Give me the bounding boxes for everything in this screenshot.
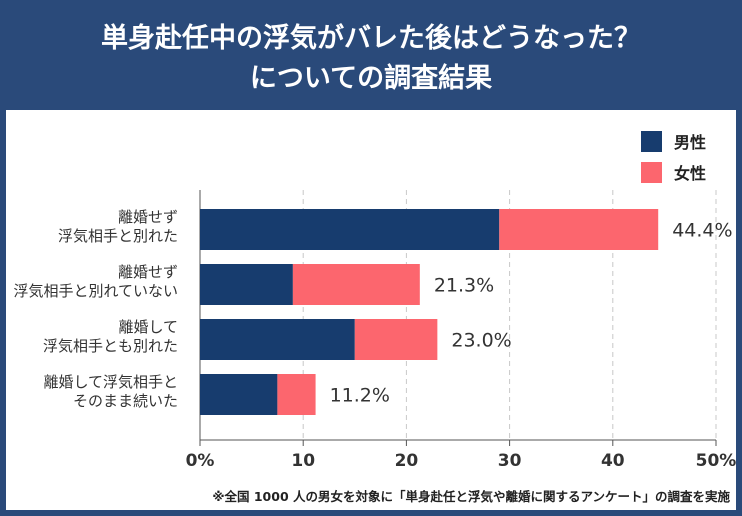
category-label: 離婚せず [118, 263, 178, 281]
category-label: 浮気相手とも別れた [43, 337, 178, 355]
legend-swatch [641, 162, 662, 183]
x-tick-label: 20 [395, 451, 419, 471]
legend-label: 女性 [674, 164, 706, 183]
legend-swatch [641, 131, 662, 152]
footnote: ※全国 1000 人の男女を対象に「単身赴任と浮気や離婚に関するアンケート」の調… [212, 489, 730, 504]
bar-female [499, 209, 659, 250]
category-label: 浮気相手と別れていない [13, 282, 178, 300]
bar-female [277, 374, 316, 415]
x-tick-label: 40 [601, 451, 625, 471]
bar-female [354, 319, 438, 360]
category-label: 浮気相手と別れた [58, 227, 178, 245]
title-line-1: 単身赴任中の浮気がバレた後はどうなった？ [101, 23, 641, 54]
bar-female [292, 264, 420, 305]
bar-male [200, 319, 355, 360]
data-label: 21.3% [434, 275, 494, 297]
data-label: 11.2% [330, 385, 390, 407]
data-label: 44.4% [672, 220, 732, 242]
category-label: そのまま続いた [73, 392, 178, 410]
x-tick-label: 10 [291, 451, 315, 471]
bar-male [200, 374, 278, 415]
x-tick-label: 30 [498, 451, 522, 471]
legend-label: 男性 [674, 133, 706, 152]
category-label: 離婚して [118, 318, 178, 336]
data-label: 23.0% [451, 330, 511, 352]
header-banner: 単身赴任中の浮気がバレた後はどうなった？ についての調査結果 [0, 0, 742, 110]
title-line-2: についての調査結果 [249, 63, 493, 94]
x-tick-label: 50% [696, 451, 737, 471]
category-label: 離婚せず [118, 208, 178, 226]
category-label: 離婚して浮気相手と [43, 373, 178, 391]
bar-male [200, 264, 293, 305]
bar-male [200, 209, 500, 250]
x-tick-label: 0% [186, 451, 215, 471]
